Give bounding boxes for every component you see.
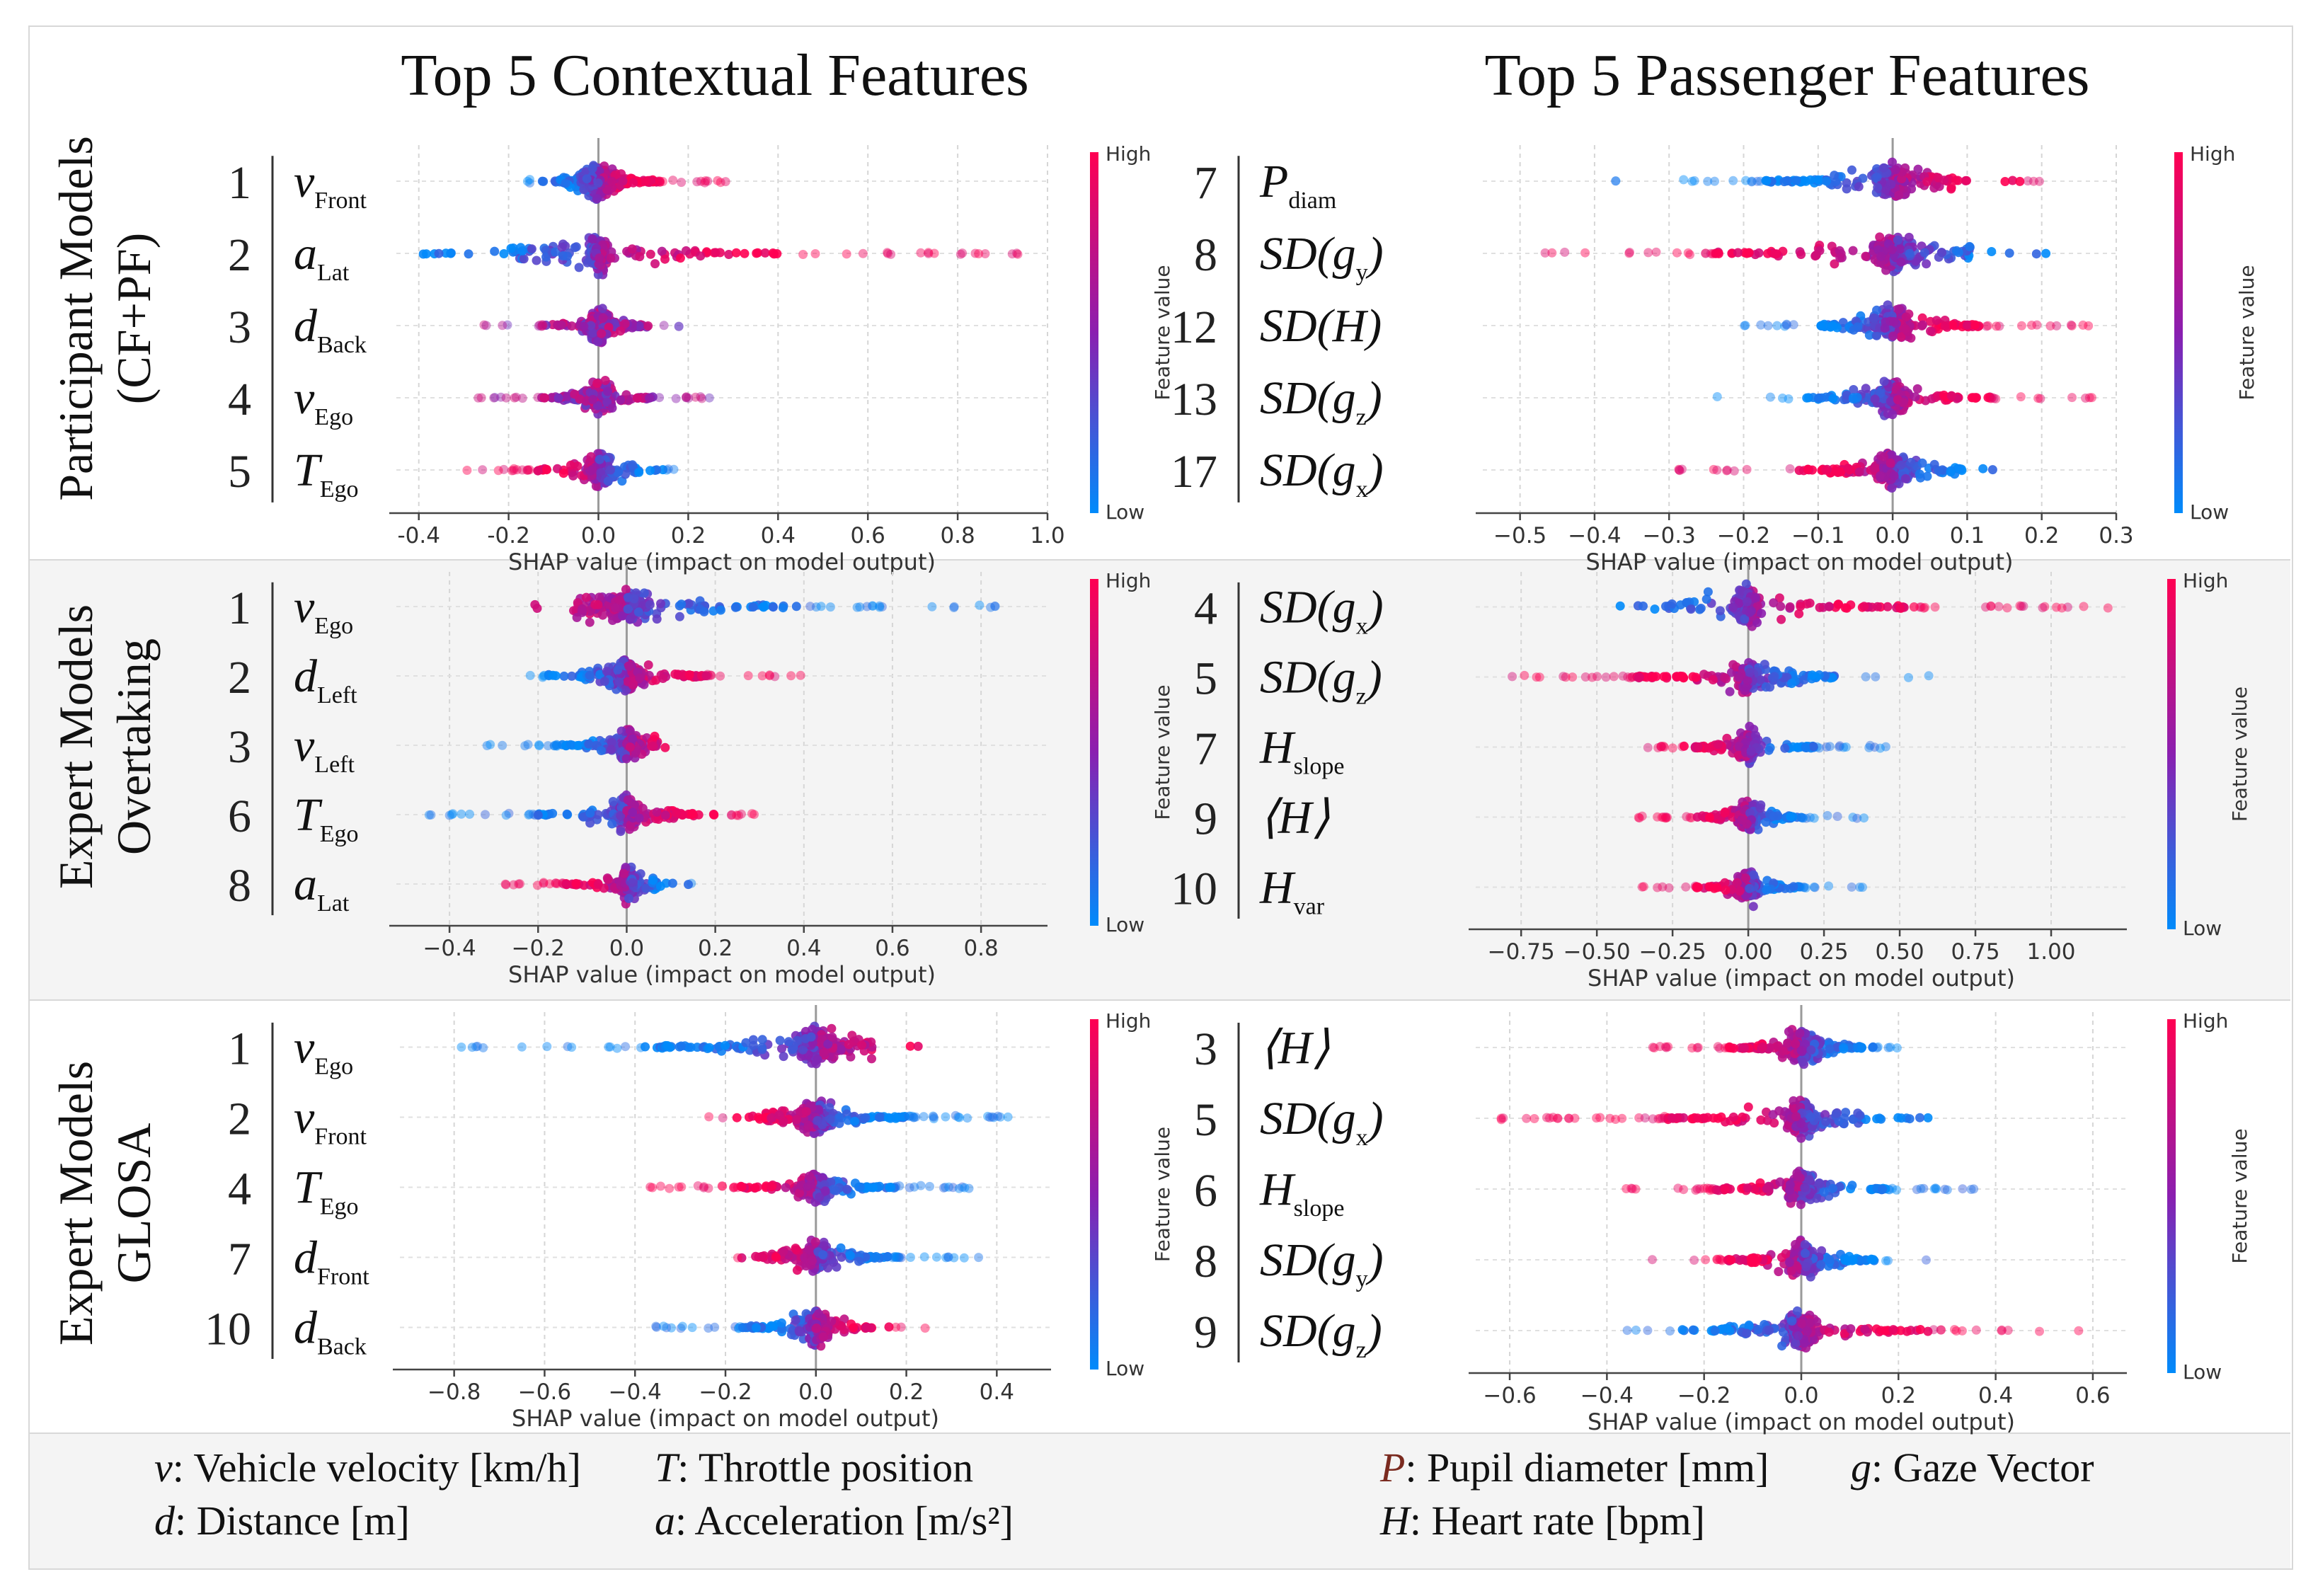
row-label-glosa: Expert Models GLOSA bbox=[47, 1061, 163, 1345]
band-overtaking bbox=[30, 559, 2290, 1001]
row-label-overtaking: Expert Models Overtaking bbox=[47, 604, 163, 889]
title-passenger: Top 5 Passenger Features bbox=[1484, 42, 2090, 108]
row-label-participant: Participant Models (CF+PF) bbox=[47, 136, 163, 501]
row-label-line2: (CF+PF) bbox=[107, 232, 161, 405]
row-label-line1: Expert Models bbox=[49, 604, 103, 890]
row-label-line1: Participant Models bbox=[49, 136, 103, 501]
row-label-line2: GLOSA bbox=[107, 1123, 161, 1284]
title-contextual: Top 5 Contextual Features bbox=[401, 42, 1029, 108]
row-label-line2: Overtaking bbox=[107, 638, 161, 855]
row-label-line1: Expert Models bbox=[49, 1060, 103, 1346]
